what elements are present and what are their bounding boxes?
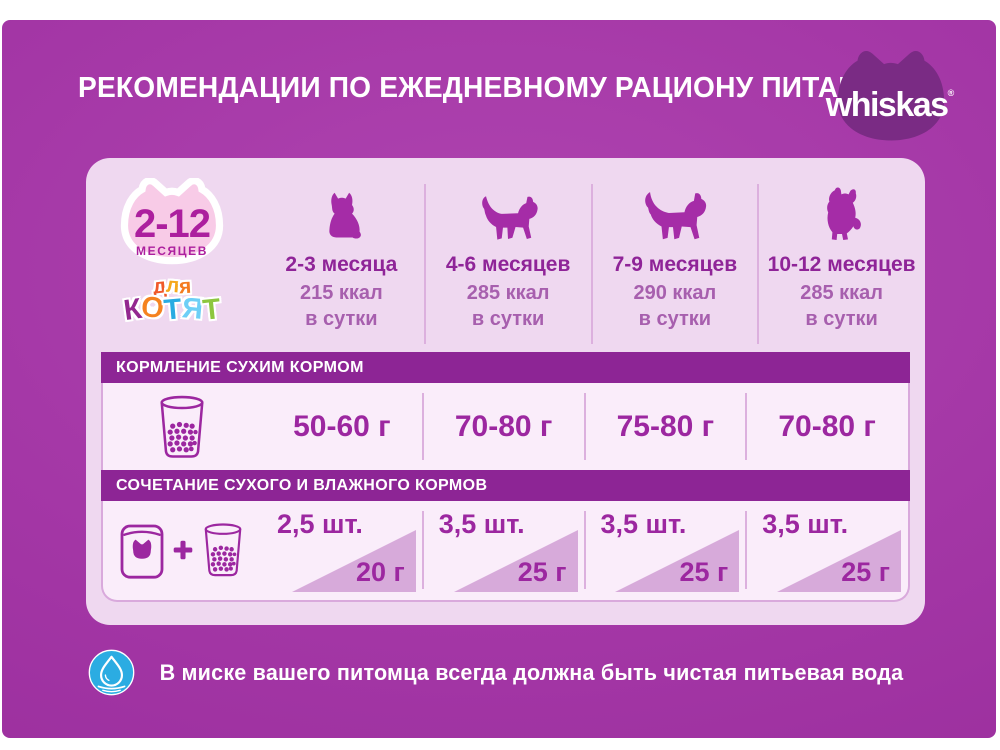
mix-amount-col3: 3,5 шт. 25 г [583, 501, 747, 599]
age-column-3-header: 7-9 месяцев 290 ккал в сутки [590, 158, 759, 352]
pouch-plus-kibble-cup-icons [103, 501, 261, 599]
dry-amount-col1: 50-60 г [293, 409, 391, 443]
ratio-triangle [615, 530, 740, 592]
feeding-rows-card: КОРМЛЕНИЕ СУХИМ КОРМОМ 50-60 г 70-80 г 7… [101, 352, 910, 602]
whiskas-logo-text: whiskas® [825, 86, 955, 124]
page-title: РЕКОМЕНДАЦИИ ПО ЕЖЕДНЕВНОМУ РАЦИОНУ ПИТА… [78, 72, 900, 104]
for-kittens-word2: КОТЯТ [121, 291, 222, 328]
mix-food-row: 2,5 шт. 20 г 3,5 шт. 25 г 3,5 шт. 25 г [103, 501, 908, 599]
mix-amount-col4: 3,5 шт. 25 г [745, 501, 908, 599]
age-columns-header: 2-12 МЕСЯЦЕВ для КОТЯТ 2-3 месяца 215 кк… [86, 158, 925, 352]
water-note-text: В миске вашего питомца всегда должна быт… [159, 659, 903, 685]
feeding-table-panel: 2-12 МЕСЯЦЕВ для КОТЯТ 2-3 месяца 215 кк… [86, 158, 925, 625]
age-badge: 2-12 МЕСЯЦЕВ [110, 178, 234, 276]
kcal-label: 285 ккал в сутки [466, 282, 550, 330]
cat-walking-icon [640, 182, 710, 244]
kibble-cup-icon [200, 522, 246, 578]
age-label: 4-6 месяцев [445, 253, 571, 276]
letter-o-with-cat-face-icon: О [140, 291, 165, 325]
for-kittens-label: для КОТЯТ [121, 274, 222, 328]
mix-amount-col2: 3,5 шт. 25 г [421, 501, 585, 599]
dry-food-section-bar: КОРМЛЕНИЕ СУХИМ КОРМОМ [101, 352, 910, 383]
dry-amount-col4: 70-80 г [745, 383, 908, 470]
age-label: 7-9 месяцев [612, 253, 738, 276]
dry-grams-value: 25 г [517, 557, 567, 587]
dry-grams-value: 25 г [841, 557, 890, 587]
mix-food-section-bar: СОЧЕТАНИЕ СУХОГО И ВЛАЖНОГО КОРМОВ [101, 470, 910, 501]
age-column-1-header: 2-3 месяца 215 ккал в сутки [258, 158, 425, 352]
dry-amount-col3: 75-80 г [583, 383, 747, 470]
badge-age-unit: МЕСЯЦЕВ [136, 244, 208, 258]
whiskas-logo: whiskas® [810, 40, 970, 152]
dry-grams-value: 20 г [355, 557, 405, 587]
kcal-label: 290 ккал в сутки [633, 282, 717, 330]
ratio-triangle [453, 530, 578, 592]
kitten-sitting-icon [312, 182, 370, 244]
wet-pouch-icon [118, 517, 166, 583]
magenta-background: РЕКОМЕНДАЦИИ ПО ЕЖЕДНЕВНОМУ РАЦИОНУ ПИТА… [2, 20, 996, 738]
kcal-label: 215 ккал в сутки [299, 282, 383, 330]
kitten-walking-icon [475, 182, 541, 244]
plus-icon [172, 539, 194, 561]
badge-age-range: 2-12 [133, 202, 211, 246]
dry-food-row: 50-60 г 70-80 г 75-80 г 70-80 г [103, 383, 908, 470]
registered-trademark: ® [947, 88, 955, 98]
age-badge-cell: 2-12 МЕСЯЦЕВ для КОТЯТ [86, 158, 258, 352]
kcal-label: 285 ккал в сутки [800, 282, 884, 330]
dry-amount-col2: 70-80 г [421, 383, 585, 470]
age-column-4-header: 10-12 месяцев 285 ккал в сутки [757, 158, 925, 352]
ratio-triangle [291, 530, 416, 592]
age-label: 10-12 месяцев [767, 253, 916, 276]
kibble-cup-icon [103, 383, 261, 470]
age-column-2-header: 4-6 месяцев 285 ккал в сутки [423, 158, 592, 352]
age-label: 2-3 месяца [285, 253, 398, 276]
ratio-triangle [777, 530, 901, 592]
dry-grams-value: 25 г [679, 557, 729, 587]
mix-amount-col1: 2,5 шт. 20 г [261, 501, 423, 599]
water-note: В миске вашего питомца всегда должна быт… [2, 649, 996, 696]
cat-standing-icon [812, 182, 872, 244]
water-drop-icon [88, 649, 135, 696]
